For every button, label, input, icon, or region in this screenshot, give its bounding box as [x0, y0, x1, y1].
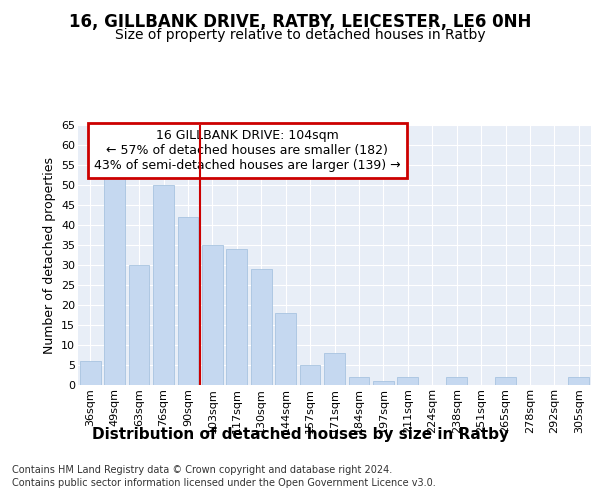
Bar — [495, 377, 516, 385]
Y-axis label: Number of detached properties: Number of detached properties — [43, 156, 56, 354]
Bar — [80, 361, 101, 385]
Text: Distribution of detached houses by size in Ratby: Distribution of detached houses by size … — [91, 428, 509, 442]
Bar — [397, 377, 418, 385]
Bar — [349, 377, 370, 385]
Text: Contains HM Land Registry data © Crown copyright and database right 2024.: Contains HM Land Registry data © Crown c… — [12, 465, 392, 475]
Text: Contains public sector information licensed under the Open Government Licence v3: Contains public sector information licen… — [12, 478, 436, 488]
Bar — [202, 245, 223, 385]
Text: 16 GILLBANK DRIVE: 104sqm
← 57% of detached houses are smaller (182)
43% of semi: 16 GILLBANK DRIVE: 104sqm ← 57% of detac… — [94, 129, 401, 172]
Bar — [128, 265, 149, 385]
Bar — [299, 365, 320, 385]
Bar — [251, 269, 272, 385]
Bar — [226, 249, 247, 385]
Bar — [446, 377, 467, 385]
Text: 16, GILLBANK DRIVE, RATBY, LEICESTER, LE6 0NH: 16, GILLBANK DRIVE, RATBY, LEICESTER, LE… — [69, 12, 531, 30]
Bar — [104, 173, 125, 385]
Bar — [178, 217, 199, 385]
Bar — [568, 377, 589, 385]
Bar — [373, 381, 394, 385]
Bar — [153, 185, 174, 385]
Bar — [324, 353, 345, 385]
Bar — [275, 313, 296, 385]
Text: Size of property relative to detached houses in Ratby: Size of property relative to detached ho… — [115, 28, 485, 42]
